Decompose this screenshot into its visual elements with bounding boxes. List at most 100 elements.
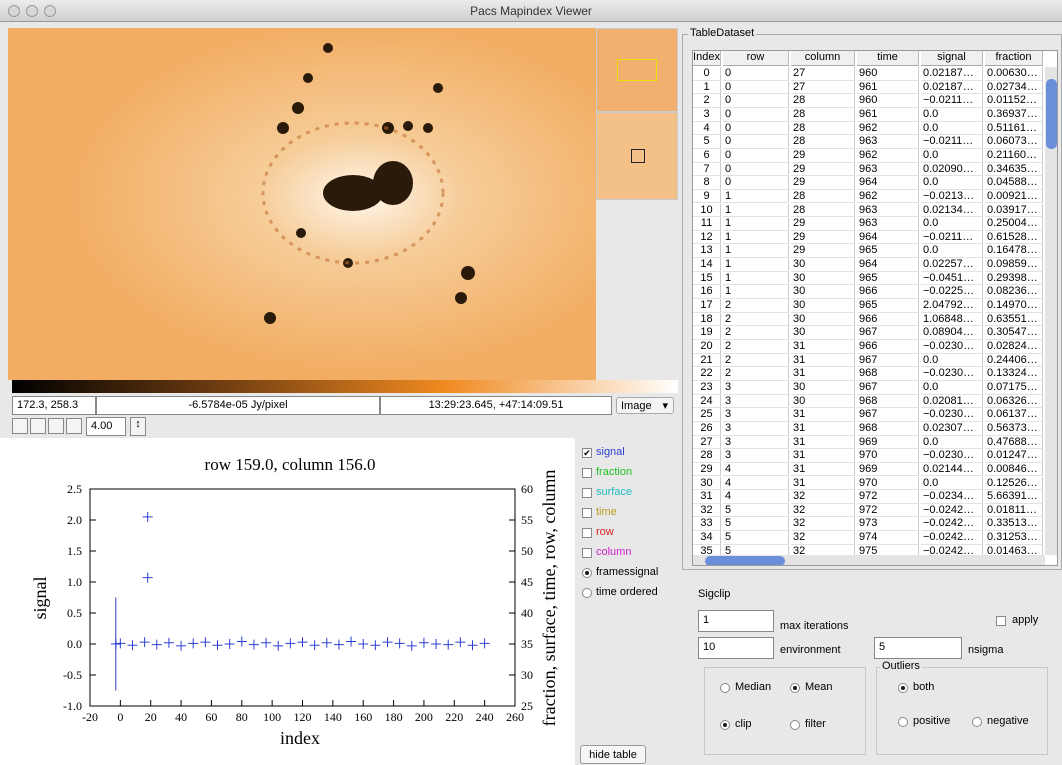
checkbox[interactable] xyxy=(582,508,592,518)
horizontal-scrollbar[interactable] xyxy=(693,555,1045,565)
close-button[interactable] xyxy=(8,5,20,17)
table-cell: 0.0 xyxy=(921,121,983,136)
radio[interactable] xyxy=(720,720,730,730)
y-tick-label: 1.5 xyxy=(67,544,82,558)
y-tick-label: 0.5 xyxy=(67,606,82,620)
radio[interactable] xyxy=(790,720,800,730)
checkbox[interactable] xyxy=(582,528,592,538)
data-point xyxy=(358,639,369,649)
table-cell: 11 xyxy=(693,217,721,231)
zoom-spinner[interactable]: ↕ xyxy=(130,417,146,436)
table-cell: 2.04792… xyxy=(921,299,983,313)
zoom-button[interactable] xyxy=(44,5,56,17)
table-cell: 967 xyxy=(857,353,919,368)
zoom-fit-button[interactable] xyxy=(48,418,64,434)
minimize-button[interactable] xyxy=(26,5,38,17)
table-cell: 32 xyxy=(791,517,855,532)
zoom-reset-button[interactable] xyxy=(66,418,82,434)
radio[interactable] xyxy=(898,717,908,727)
x-tick-label: 160 xyxy=(354,710,372,724)
table-cell: −0.0213… xyxy=(921,189,983,204)
table-cell: 0.51161… xyxy=(985,121,1043,136)
table-cell: 0.30547… xyxy=(985,326,1043,340)
table-cell: 18 xyxy=(693,312,721,327)
table-cell: 29 xyxy=(791,230,855,245)
table-cell: 28 xyxy=(791,107,855,122)
hide-table-button[interactable]: hide table xyxy=(580,745,646,764)
data-point xyxy=(431,639,442,649)
mode-dropdown[interactable]: Image ▾ xyxy=(616,397,674,414)
zoom-input[interactable]: 4.00 xyxy=(86,417,126,436)
table-cell: 23 xyxy=(693,380,721,395)
table-cell: 965 xyxy=(857,271,919,286)
environment-input[interactable]: 10 xyxy=(698,637,774,659)
checkbox[interactable] xyxy=(582,468,592,478)
overview-thumbnail[interactable] xyxy=(596,28,678,112)
vertical-scrollbar[interactable] xyxy=(1045,67,1057,555)
x-tick-label: 0 xyxy=(117,710,123,724)
plot-title: row 159.0, column 156.0 xyxy=(205,455,376,474)
data-point xyxy=(151,639,162,650)
h-scroll-thumb[interactable] xyxy=(705,556,785,565)
table-cell: 7 xyxy=(693,162,721,177)
table-cell: 8 xyxy=(693,176,721,190)
table-cell: −0.0234… xyxy=(921,490,983,504)
table-cell: 0.0 xyxy=(921,107,983,122)
y2-tick-label: 60 xyxy=(521,482,533,496)
table-cell: 0 xyxy=(723,67,789,81)
table-cell: 2 xyxy=(723,326,789,340)
data-point xyxy=(200,637,211,648)
sigclip-title: Sigclip xyxy=(698,588,731,600)
table-cell: 31 xyxy=(791,476,855,491)
world-coords: 13:29:23.645, +47:14:09.51 xyxy=(380,396,612,415)
radio[interactable] xyxy=(582,588,592,598)
table-cell: 0.01247… xyxy=(985,449,1043,463)
table-cell: 973 xyxy=(857,517,919,532)
checkbox[interactable]: ✔ xyxy=(582,448,592,458)
table-cell: 9 xyxy=(693,189,721,204)
table-cell: 0 xyxy=(723,176,789,190)
table-cell: 962 xyxy=(857,148,919,163)
max-iterations-input[interactable]: 1 xyxy=(698,610,774,632)
series-toggle-label: signal xyxy=(596,446,625,458)
table-cell: 962 xyxy=(857,189,919,204)
apply-checkbox[interactable] xyxy=(996,616,1006,626)
zoom-out-button[interactable] xyxy=(30,418,46,434)
table-cell: 0.02307… xyxy=(921,421,983,436)
checkbox[interactable] xyxy=(582,488,592,498)
table-cell: 0.06073… xyxy=(985,135,1043,149)
table-cell: 12 xyxy=(693,230,721,245)
table-cell: 0.00846… xyxy=(985,462,1043,477)
table-cell: 28 xyxy=(693,449,721,463)
checkbox[interactable] xyxy=(582,548,592,558)
table-cell: 5 xyxy=(693,135,721,149)
data-point xyxy=(455,637,466,648)
cursor-box xyxy=(631,149,645,163)
sky-image[interactable] xyxy=(8,28,596,380)
radio-label: positive xyxy=(913,715,951,727)
table-cell: 963 xyxy=(857,162,919,177)
table-cell: 0.21160… xyxy=(985,148,1043,163)
data-table[interactable]: Index row column time signal fraction 0 0 27 960 0… xyxy=(692,50,1058,566)
table-cell: 0.02081… xyxy=(921,394,983,409)
table-cell: 0.02187… xyxy=(921,80,983,95)
table-cell: 4 xyxy=(693,121,721,136)
table-cell: 28 xyxy=(791,121,855,136)
table-cell: 0.36937… xyxy=(985,107,1043,122)
radio-label: clip xyxy=(735,718,752,730)
radio-label: framessignal xyxy=(596,566,659,578)
radio[interactable] xyxy=(898,683,908,693)
sigclip-panel: Sigclip 1 max iterations apply 10 environment… xyxy=(682,578,1062,765)
radio[interactable] xyxy=(582,568,592,578)
scroll-thumb[interactable] xyxy=(1046,79,1057,149)
zoom-in-button[interactable] xyxy=(12,418,28,434)
nsigma-input[interactable]: 5 xyxy=(874,637,962,659)
table-cell: 0.0 xyxy=(921,176,983,190)
table-cell: 0.56373… xyxy=(985,421,1043,436)
radio[interactable] xyxy=(790,683,800,693)
radio[interactable] xyxy=(972,717,982,727)
table-cell: 30 xyxy=(791,312,855,327)
radio[interactable] xyxy=(720,683,730,693)
x-tick-label: 60 xyxy=(205,710,217,724)
table-cell: 32 xyxy=(791,503,855,518)
